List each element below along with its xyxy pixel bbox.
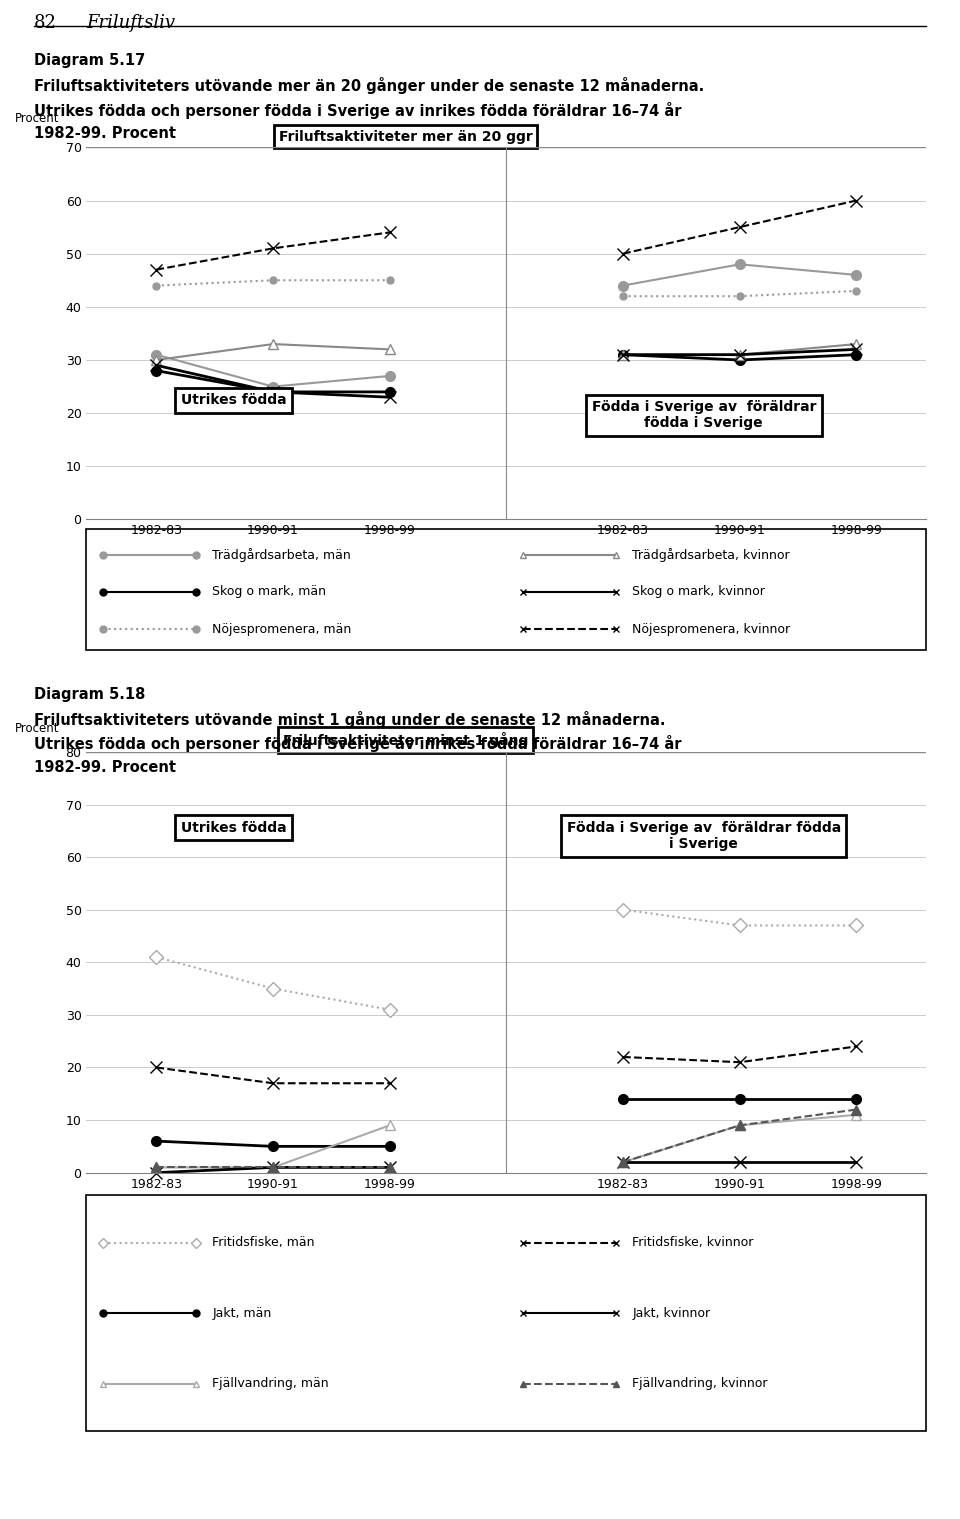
Text: Procent: Procent (15, 722, 60, 735)
Text: Jakt, män: Jakt, män (212, 1306, 272, 1320)
Text: Utrikes födda: Utrikes födda (180, 393, 286, 407)
Text: Friluftsliv: Friluftsliv (86, 14, 176, 32)
Text: Utrikes födda och personer födda i Sverige av inrikes födda föräldrar 16–74 år: Utrikes födda och personer födda i Sveri… (34, 735, 681, 752)
Text: Fjällvandring, kvinnor: Fjällvandring, kvinnor (633, 1378, 768, 1390)
Text: Jakt, kvinnor: Jakt, kvinnor (633, 1306, 710, 1320)
Text: Utrikes födda: Utrikes födda (180, 820, 286, 834)
Text: Fritidsfiske, män: Fritidsfiske, män (212, 1236, 315, 1249)
Text: 82: 82 (34, 14, 57, 32)
Text: Friluftsaktiviteter mer än 20 ggr: Friluftsaktiviteter mer än 20 ggr (278, 129, 533, 144)
Text: Skog o mark, kvinnor: Skog o mark, kvinnor (633, 585, 765, 598)
Text: Trädgårdsarbeta, kvinnor: Trädgårdsarbeta, kvinnor (633, 548, 790, 562)
Text: Nöjespromenera, män: Nöjespromenera, män (212, 623, 351, 636)
Text: Trädgårdsarbeta, män: Trädgårdsarbeta, män (212, 548, 351, 562)
Text: 1982-99. Procent: 1982-99. Procent (34, 126, 176, 141)
Text: Födda i Sverige av  föräldrar födda
i Sverige: Födda i Sverige av föräldrar födda i Sve… (566, 820, 841, 851)
Text: Procent: Procent (15, 112, 60, 125)
Text: Friluftsaktiviteter minst 1 gång: Friluftsaktiviteter minst 1 gång (283, 732, 528, 747)
Text: Diagram 5.17: Diagram 5.17 (34, 53, 145, 68)
Text: Skog o mark, män: Skog o mark, män (212, 585, 326, 598)
Text: Friluftsaktiviteters utövande minst 1 gång under de senaste 12 månaderna.: Friluftsaktiviteters utövande minst 1 gå… (34, 711, 665, 728)
Text: Friluftsaktiviteters utövande mer än 20 gånger under de senaste 12 månaderna.: Friluftsaktiviteters utövande mer än 20 … (34, 77, 704, 94)
Text: 1982-99. Procent: 1982-99. Procent (34, 760, 176, 775)
Text: Nöjespromenera, kvinnor: Nöjespromenera, kvinnor (633, 623, 790, 636)
Text: Fjällvandring, män: Fjällvandring, män (212, 1378, 329, 1390)
Text: Utrikes födda och personer födda i Sverige av inrikes födda föräldrar 16–74 år: Utrikes födda och personer födda i Sveri… (34, 102, 681, 118)
Text: Födda i Sverige av  föräldrar
födda i Sverige: Födda i Sverige av föräldrar födda i Sve… (591, 399, 816, 430)
Text: Fritidsfiske, kvinnor: Fritidsfiske, kvinnor (633, 1236, 754, 1249)
Text: Diagram 5.18: Diagram 5.18 (34, 687, 145, 702)
